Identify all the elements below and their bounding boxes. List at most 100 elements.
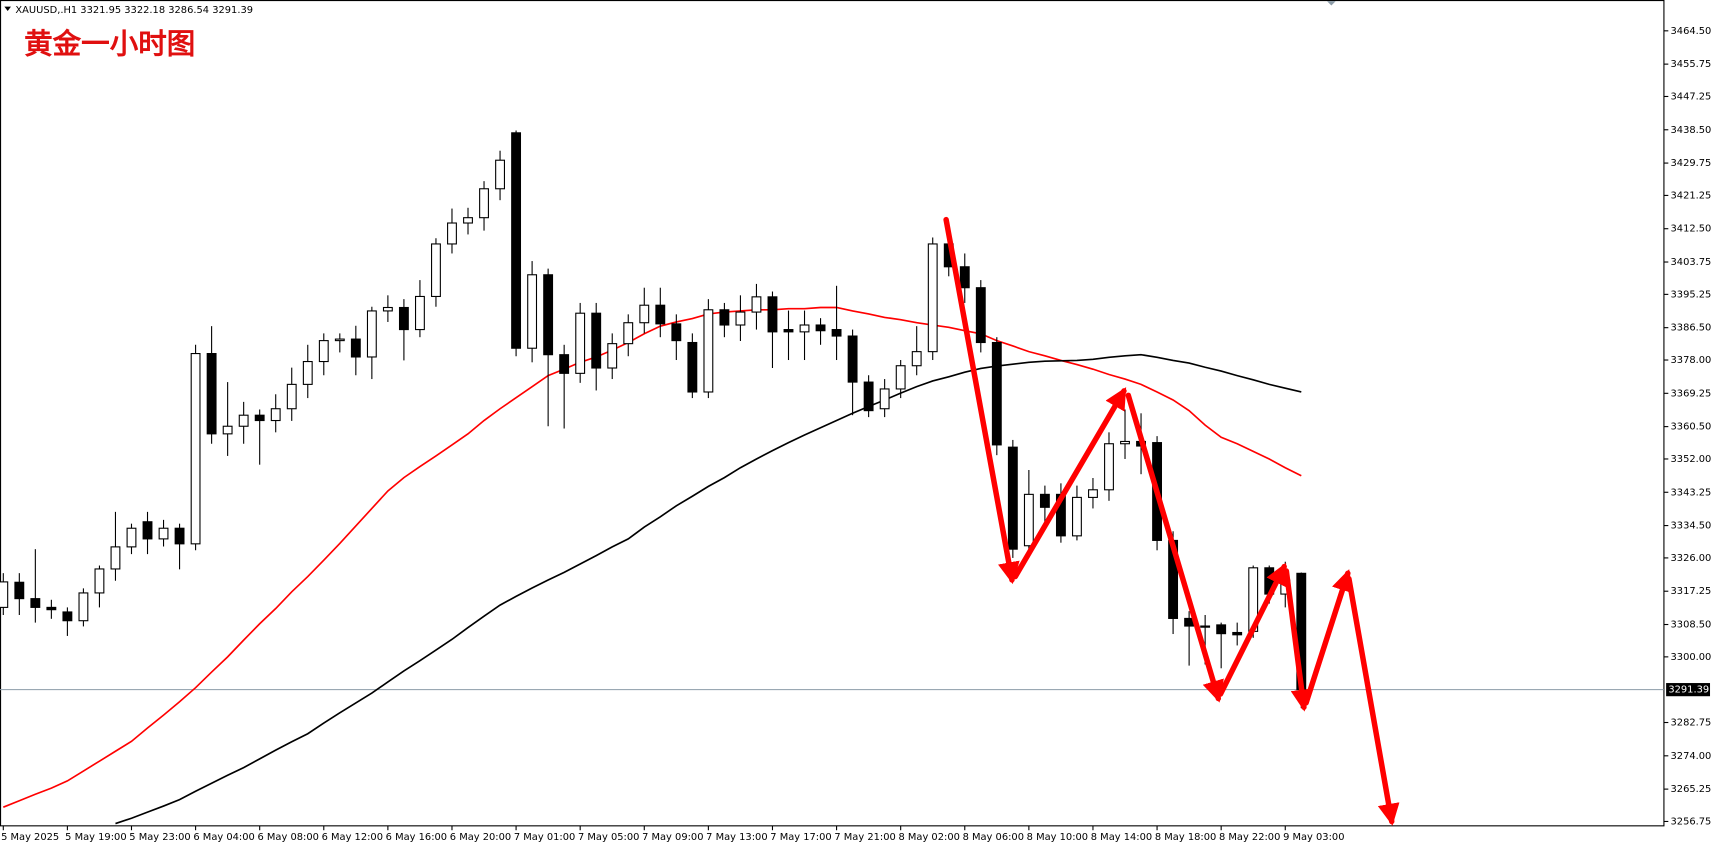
y-tick-label: 3455.75 <box>1671 59 1712 70</box>
x-tick-label: 7 May 17:00 <box>770 832 831 843</box>
x-tick-label: 6 May 08:00 <box>257 832 318 843</box>
candle-body <box>863 381 874 412</box>
candle-body <box>206 353 217 435</box>
candle-body <box>991 341 1002 446</box>
y-tick-label: 3403.75 <box>1671 257 1712 268</box>
candle-body <box>623 322 634 345</box>
candle-body <box>575 312 586 374</box>
candle-body <box>414 295 425 331</box>
candle-body <box>0 581 9 608</box>
candle-body <box>142 521 153 540</box>
arrow <box>1303 569 1353 706</box>
last-price-label: 3291.39 <box>1668 685 1709 696</box>
x-tick-label: 6 May 12:00 <box>322 832 383 843</box>
candle-body <box>767 296 778 333</box>
candle-body <box>831 329 842 337</box>
candle-body <box>398 306 409 331</box>
candle-body <box>959 266 970 289</box>
x-tick-label: 7 May 13:00 <box>706 832 767 843</box>
candle-body <box>655 304 666 325</box>
candle-body <box>1104 443 1114 491</box>
candle-body <box>735 311 746 326</box>
y-tick-label: 3464.50 <box>1671 26 1712 37</box>
candle-body <box>815 324 826 332</box>
candle-body <box>431 243 441 298</box>
moving-average <box>115 353 1302 825</box>
arrow <box>1283 568 1313 712</box>
candle-body <box>110 546 121 570</box>
y-tick-label: 3308.50 <box>1671 620 1712 631</box>
axes: 3464.50 3455.75 3447.25 3438.50 3429.75 3421.… <box>1 26 1711 843</box>
candle-body <box>447 222 457 245</box>
y-tick-label: 3334.50 <box>1671 521 1712 532</box>
candle-body <box>703 309 714 393</box>
candle-body <box>511 132 522 349</box>
candle-body <box>30 598 41 608</box>
candle-body <box>270 408 281 422</box>
y-tick-label: 3412.50 <box>1671 224 1712 235</box>
y-tick-label: 3274.00 <box>1671 751 1712 762</box>
candle-body <box>463 217 473 224</box>
y-tick-label: 3282.75 <box>1671 718 1712 729</box>
x-tick-label: 8 May 02:00 <box>898 832 959 843</box>
y-tick-label: 3326.00 <box>1671 553 1712 564</box>
candle-body <box>671 323 682 342</box>
x-tick-label: 8 May 14:00 <box>1091 832 1152 843</box>
candle-body <box>14 581 25 600</box>
candle-body <box>879 388 890 410</box>
y-tick-label: 3343.25 <box>1671 487 1712 498</box>
candle-body <box>286 383 297 410</box>
x-tick-label: 5 May 2025 <box>1 832 59 843</box>
y-tick-label: 3352.00 <box>1671 454 1712 465</box>
y-tick-label: 3265.25 <box>1671 784 1712 795</box>
candle-body <box>687 341 698 393</box>
y-tick-label: 3395.25 <box>1671 289 1712 300</box>
y-tick-label: 3421.25 <box>1671 190 1712 201</box>
y-tick-label: 3369.25 <box>1671 388 1712 399</box>
candle-body <box>607 343 618 369</box>
candle-body <box>847 335 858 383</box>
x-tick-label: 6 May 16:00 <box>386 832 447 843</box>
candle-body <box>1216 624 1227 635</box>
arrow <box>943 216 1020 585</box>
candle-body <box>222 425 233 435</box>
candle-body <box>190 353 201 545</box>
x-tick-label: 6 May 04:00 <box>193 832 254 843</box>
candle-body <box>895 365 906 390</box>
x-tick-label: 7 May 01:00 <box>514 832 575 843</box>
candle-body <box>238 414 249 427</box>
x-tick-label: 6 May 20:00 <box>450 832 511 843</box>
candle-body <box>254 414 265 422</box>
candle-body <box>62 611 73 622</box>
candle-body <box>799 324 810 333</box>
plot-frame <box>0 0 1665 827</box>
candle-body <box>1200 625 1211 628</box>
y-tick-label: 3447.25 <box>1671 91 1712 102</box>
chart-title: 黄金一小时图 <box>24 27 195 61</box>
moving-average <box>2 306 1302 808</box>
candle-body <box>366 310 377 358</box>
y-tick-label: 3360.50 <box>1671 422 1712 433</box>
x-tick-label: 8 May 18:00 <box>1155 832 1216 843</box>
candle-body <box>1023 493 1034 547</box>
candle-body <box>318 340 329 363</box>
candle-body <box>543 274 554 356</box>
candle-body <box>1072 496 1082 537</box>
candle-body <box>495 159 505 190</box>
candle-body <box>975 287 986 344</box>
x-tick-label: 8 May 10:00 <box>1027 832 1088 843</box>
candle-body <box>1232 631 1243 636</box>
candle-body <box>479 188 489 219</box>
candle-body <box>927 243 938 353</box>
x-tick-label: 7 May 21:00 <box>834 832 895 843</box>
x-tick-label: 8 May 06:00 <box>963 832 1024 843</box>
annotation-arrows <box>943 216 1400 826</box>
candle-body <box>719 309 730 326</box>
candle-body <box>751 296 762 313</box>
arrow <box>1217 562 1287 697</box>
x-tick-label: 7 May 05:00 <box>578 832 639 843</box>
arrow <box>1012 387 1127 580</box>
